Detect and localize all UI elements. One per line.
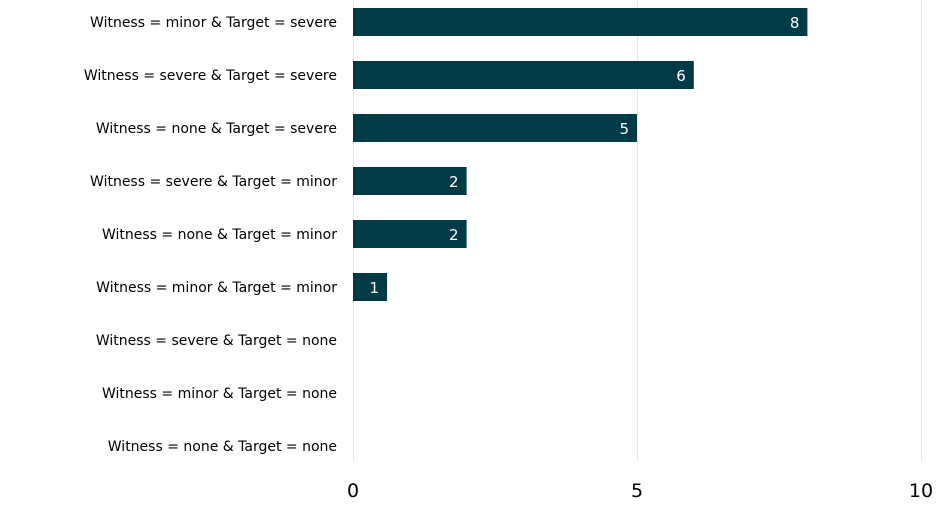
category-label: Witness = severe & Target = minor: [90, 174, 337, 190]
x-tick-label: 10: [909, 480, 933, 502]
category-label: Witness = minor & Target = none: [102, 386, 337, 402]
category-label: Witness = severe & Target = none: [96, 333, 337, 349]
bar: [353, 220, 467, 248]
bar-value-label: 8: [790, 14, 800, 32]
bar-value-label: 1: [370, 279, 380, 297]
bar-value-label: 2: [449, 173, 459, 191]
category-labels: Witness = minor & Target = severe Witness…: [84, 15, 337, 455]
bar: [353, 114, 637, 142]
bar-value-label: 2: [449, 226, 459, 244]
category-label: Witness = severe & Target = severe: [84, 68, 337, 84]
category-label: Witness = none & Target = none: [108, 439, 337, 455]
category-label: Witness = none & Target = minor: [102, 227, 337, 243]
bar: [353, 61, 694, 89]
category-label: Witness = minor & Target = severe: [90, 15, 337, 31]
value-labels: 8 6 5 2 2 1: [370, 14, 800, 297]
category-label: Witness = none & Target = severe: [96, 121, 337, 137]
bars: [353, 8, 808, 301]
bar-value-label: 5: [619, 120, 629, 138]
bar: [353, 167, 467, 195]
category-label: Witness = minor & Target = minor: [96, 280, 337, 296]
x-tick-label: 0: [347, 480, 359, 502]
x-tick-label: 5: [631, 480, 643, 502]
bar-value-label: 6: [676, 67, 686, 85]
bar: [353, 273, 388, 301]
bar: [353, 8, 808, 36]
x-axis-ticks: 0 5 10: [347, 480, 933, 502]
